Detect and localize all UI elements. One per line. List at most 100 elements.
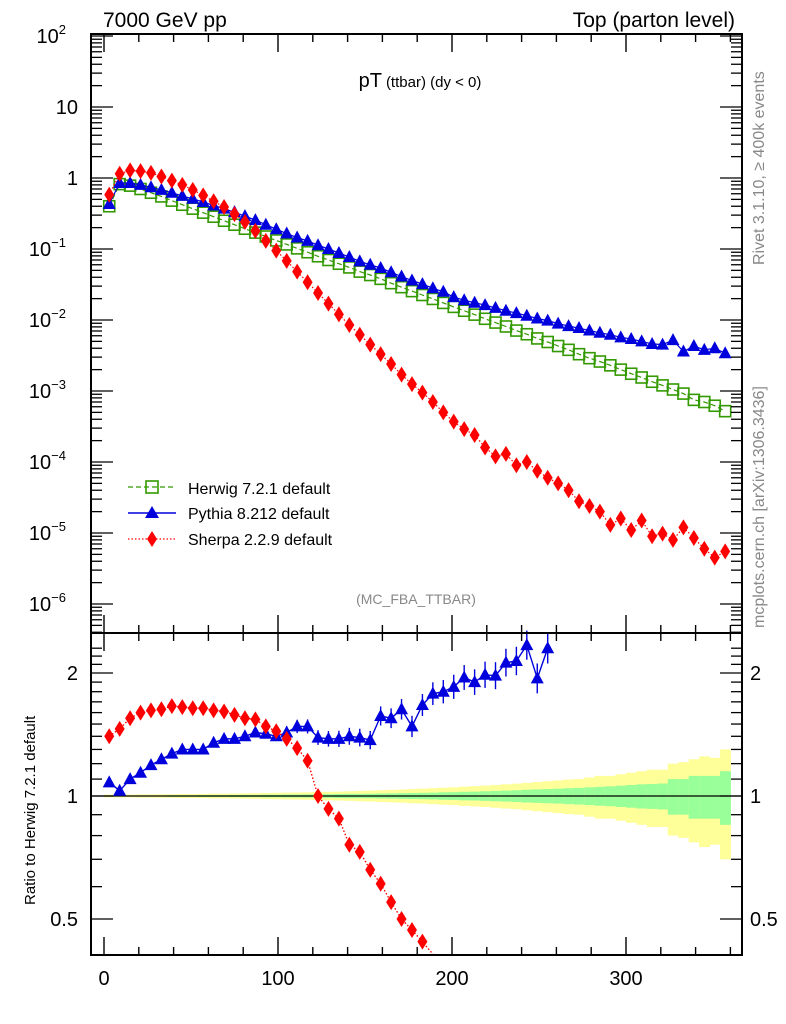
data-point xyxy=(280,226,294,239)
data-point xyxy=(405,273,419,286)
ratio-data-point xyxy=(135,704,146,721)
data-point xyxy=(718,346,732,359)
ratio-data-point xyxy=(123,772,137,785)
main-plot-area: 102 10 1 10−1 10−2 10−3 10−4 10−5 10−6 xyxy=(29,22,743,634)
data-point xyxy=(582,323,596,336)
ratio-data-point xyxy=(417,933,428,950)
ratio-data-point xyxy=(239,710,250,727)
data-point xyxy=(135,163,146,180)
data-point xyxy=(635,334,649,347)
ratio-data-point xyxy=(436,684,450,697)
data-point xyxy=(520,308,534,321)
ratio-data-point xyxy=(177,699,188,716)
ratio-data-point xyxy=(250,711,261,728)
data-point xyxy=(457,293,471,306)
band-inner xyxy=(667,779,679,815)
diamond-icon xyxy=(147,531,157,547)
ratio-data-point xyxy=(166,698,177,715)
data-point xyxy=(134,177,148,190)
y-tick-label: 10−5 xyxy=(29,519,66,545)
data-point xyxy=(354,326,365,343)
ratio-data-point xyxy=(311,730,325,743)
ratio-data-point xyxy=(332,731,346,744)
side-label-mcplots: mcplots.cern.ch [arXiv:1306.3436] xyxy=(751,386,768,628)
ratio-data-point xyxy=(281,730,292,747)
data-point xyxy=(499,303,513,316)
data-point xyxy=(542,469,553,486)
legend-item-sherpa: Sherpa 2.2.9 default xyxy=(128,531,333,549)
data-point xyxy=(198,187,209,204)
data-point xyxy=(666,333,680,346)
data-point xyxy=(678,519,689,536)
data-point xyxy=(290,230,304,243)
data-point xyxy=(603,327,617,340)
data-point xyxy=(647,528,658,545)
ratio-data-point xyxy=(447,679,461,692)
data-point xyxy=(313,285,324,302)
data-point xyxy=(699,540,710,557)
legend-label-pythia: Pythia 8.212 default xyxy=(188,506,330,523)
data-point xyxy=(239,214,250,231)
data-point xyxy=(530,332,544,345)
ratio-data-point xyxy=(530,671,544,684)
ratio-data-point xyxy=(415,697,429,710)
data-point xyxy=(427,393,438,410)
data-point xyxy=(104,186,115,203)
data-point xyxy=(406,376,417,393)
data-point xyxy=(584,498,595,515)
ratio-data-point xyxy=(520,638,534,651)
side-label-rivet: Rivet 3.1.10, ≥ 400k events xyxy=(751,71,768,265)
data-point xyxy=(553,475,564,492)
data-point xyxy=(374,272,387,286)
data-point xyxy=(426,281,440,294)
ratio-data-point xyxy=(208,702,219,719)
data-point xyxy=(614,363,628,376)
data-point xyxy=(509,306,523,319)
data-point xyxy=(574,493,585,510)
data-point xyxy=(165,185,179,198)
data-point xyxy=(175,188,189,201)
data-point xyxy=(177,176,188,193)
data-point xyxy=(321,242,335,254)
ratio-data-point xyxy=(175,742,189,755)
data-point xyxy=(478,312,492,326)
data-point xyxy=(720,543,731,560)
data-point xyxy=(687,339,701,352)
ratio-data-point xyxy=(499,655,513,668)
ratio-data-point xyxy=(353,730,367,743)
data-point xyxy=(562,319,576,332)
data-point xyxy=(114,165,125,182)
ratio-y-tick-label-right: 0.5 xyxy=(750,909,778,931)
data-point xyxy=(332,245,346,258)
data-point xyxy=(605,516,616,533)
watermark: (MC_FBA_TTBAR) xyxy=(356,591,476,607)
data-point xyxy=(480,439,491,456)
chart-title-main: pT xyxy=(359,70,382,92)
ratio-data-point xyxy=(292,740,303,757)
ratio-data-point xyxy=(248,725,262,738)
data-point xyxy=(290,242,304,255)
data-point xyxy=(615,510,626,527)
data-point xyxy=(614,330,628,343)
ratio-data-point xyxy=(468,675,482,688)
ratio-data-point xyxy=(104,728,115,745)
ratio-data-point xyxy=(426,686,440,699)
data-point xyxy=(676,344,690,357)
data-point xyxy=(344,317,355,334)
data-point xyxy=(396,366,407,383)
data-point xyxy=(624,332,638,345)
legend-label-sherpa: Sherpa 2.2.9 default xyxy=(188,532,333,549)
y-tick-label: 10−4 xyxy=(29,448,66,474)
ratio-data-point xyxy=(302,752,313,769)
open-square-icon xyxy=(145,480,159,494)
data-point xyxy=(718,404,732,418)
data-point xyxy=(113,176,127,189)
data-point xyxy=(323,295,334,312)
data-point xyxy=(593,325,607,338)
ratio-y-tick-label-right: 1 xyxy=(750,786,761,808)
ratio-data-point xyxy=(323,800,334,817)
data-point xyxy=(562,343,575,357)
data-point xyxy=(687,393,701,407)
data-point xyxy=(123,176,137,189)
ratio-y-tick-label-right: 2 xyxy=(750,663,761,685)
